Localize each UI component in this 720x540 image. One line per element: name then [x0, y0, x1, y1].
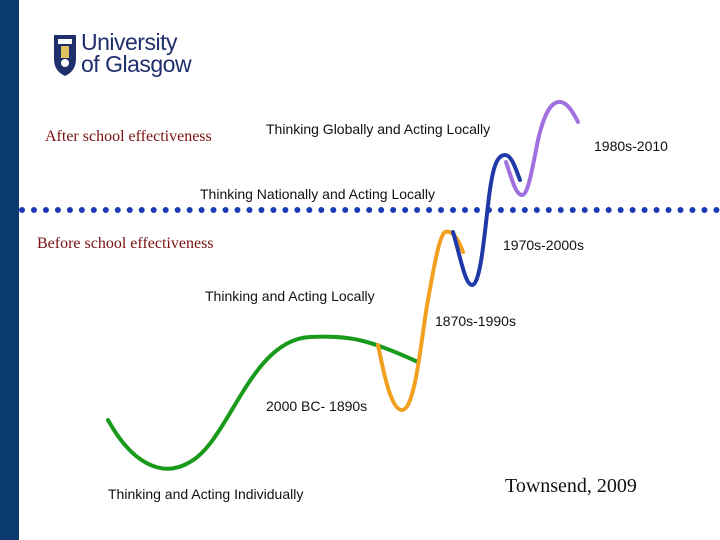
sidebar-stripe — [0, 0, 19, 540]
citation: Townsend, 2009 — [505, 475, 637, 497]
label-national: Thinking Nationally and Acting Locally — [200, 186, 436, 202]
green-curve — [106, 334, 420, 471]
university-crest-icon — [54, 35, 76, 76]
label-before-school: Before school effectiveness — [37, 235, 214, 252]
label-local: Thinking and Acting Locally — [205, 288, 375, 304]
period-1980s: 1980s-2010 — [594, 138, 668, 154]
period-1870s: 1870s-1990s — [435, 313, 516, 329]
purple-curve — [504, 99, 580, 198]
period-2000bc: 2000 BC- 1890s — [266, 398, 368, 414]
divider-line — [19, 207, 720, 213]
logo-line-2: of Glasgow — [81, 51, 192, 77]
logo-line-1: University — [81, 29, 177, 55]
period-1970s: 1970s-2000s — [503, 237, 584, 253]
blue-curve — [451, 152, 522, 288]
label-global: Thinking Globally and Acting Locally — [266, 121, 491, 137]
orange-curve — [376, 229, 465, 413]
label-after-school: After school effectiveness — [45, 128, 212, 145]
label-individual: Thinking and Acting Individually — [108, 486, 304, 502]
